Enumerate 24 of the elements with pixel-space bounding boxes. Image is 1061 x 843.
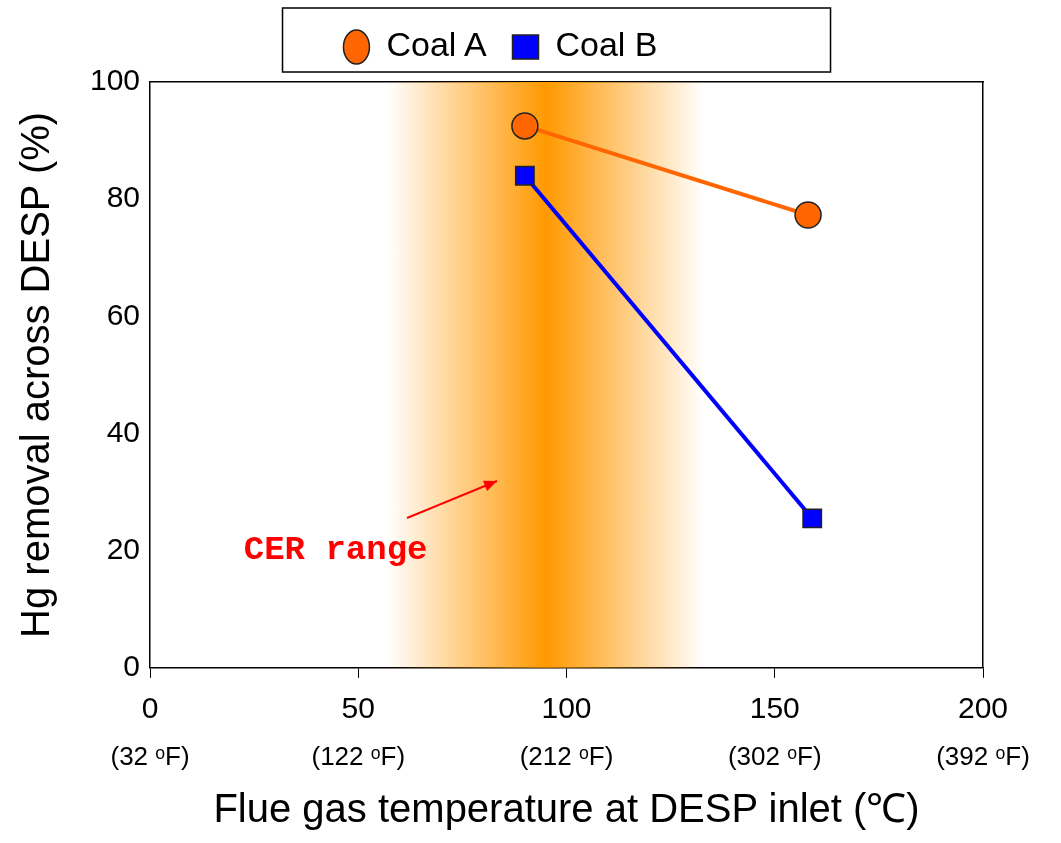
point: [514, 165, 535, 186]
y-tick-label: 100: [89, 63, 141, 97]
x2-tick-label: (212 ᵒF): [519, 740, 614, 771]
y-tick-label: 80: [106, 180, 141, 214]
point: [802, 508, 823, 529]
y-axis-title: Hg removal across DESP (%): [13, 111, 58, 638]
legend-label: Coal A: [386, 25, 487, 64]
x-tick-label: 200: [957, 691, 1009, 725]
x-tick-label: 150: [749, 691, 800, 725]
y-tick-label: 40: [106, 414, 141, 448]
x2-tick-label: (122 ᵒF): [311, 740, 406, 771]
point: [511, 112, 539, 140]
x2-tick-label: (392 ᵒF): [936, 740, 1030, 771]
band-label: CER range: [243, 531, 428, 570]
legend-label: Coal B: [555, 25, 658, 64]
x-tick-label: 50: [341, 691, 375, 725]
y-tick-label: 60: [106, 297, 141, 331]
x2-tick-label: (302 ᵒF): [727, 740, 822, 771]
x2-tick-label: (32 ᵒF): [110, 740, 190, 771]
y-tick-label: 0: [123, 649, 141, 683]
x-tick-label: 100: [541, 691, 592, 725]
x-axis-title: Flue gas temperature at DESP inlet (℃): [213, 786, 920, 831]
y-tick-label: 20: [106, 531, 141, 565]
point: [794, 201, 822, 229]
